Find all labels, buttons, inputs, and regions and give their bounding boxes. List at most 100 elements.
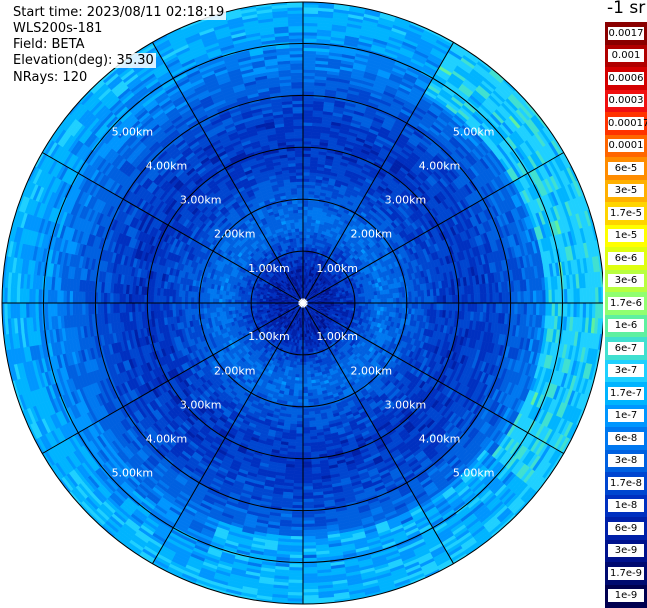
beta-cell <box>446 295 449 303</box>
beta-cell <box>303 154 311 157</box>
beta-cell <box>303 110 313 113</box>
beta-cell <box>518 292 521 303</box>
beta-cell <box>375 299 378 303</box>
beta-cell <box>574 303 577 317</box>
beta-cell <box>505 292 508 303</box>
beta-cell <box>449 303 452 311</box>
beta-cell <box>430 296 433 303</box>
beta-cell <box>377 295 380 299</box>
beta-cell <box>303 210 308 213</box>
beta-cell <box>580 303 583 318</box>
beta-cell <box>303 23 318 26</box>
beta-cell <box>356 297 359 300</box>
beta-cell <box>483 303 486 313</box>
beta-cell <box>443 303 446 311</box>
beta-cell <box>387 303 390 308</box>
beta-cell <box>440 296 443 303</box>
beta-cell <box>303 76 315 79</box>
beta-cell <box>524 291 527 303</box>
beta-cell <box>303 191 309 194</box>
beta-cell <box>499 303 502 313</box>
beta-cell <box>303 157 311 160</box>
beta-cell <box>340 299 343 301</box>
beta-cell <box>396 303 399 308</box>
beta-cell <box>303 182 309 185</box>
beta-cell <box>303 188 309 191</box>
beta-cell <box>371 303 374 307</box>
beta-cell <box>443 296 446 304</box>
beta-cell <box>374 307 377 311</box>
beta-cell <box>552 290 555 303</box>
beta-cell <box>536 291 539 303</box>
beta-cell <box>396 298 399 303</box>
beta-cell <box>303 60 316 63</box>
beta-cell <box>365 303 368 306</box>
beta-cell <box>570 289 573 303</box>
beta-cell <box>490 293 493 303</box>
beta-cell <box>303 88 314 91</box>
beta-cell <box>303 231 307 234</box>
beta-cell <box>452 303 455 311</box>
beta-cell <box>462 295 465 303</box>
beta-cell <box>307 228 311 231</box>
beta-cell <box>427 303 430 310</box>
beta-cell <box>539 303 542 316</box>
beta-cell <box>380 307 383 311</box>
beta-cell <box>542 290 545 303</box>
beta-cell <box>471 303 474 312</box>
beta-cell <box>514 303 517 314</box>
beta-cell <box>415 303 418 309</box>
beta-cell <box>303 73 315 76</box>
beta-cell <box>536 303 539 315</box>
beta-cell <box>371 296 374 300</box>
beta-cell <box>474 294 477 303</box>
beta-cell <box>303 194 309 197</box>
beta-cell <box>421 303 424 309</box>
beta-cell <box>355 294 358 297</box>
beta-cell <box>303 200 308 203</box>
beta-cell <box>384 303 387 307</box>
beta-cell <box>502 292 505 303</box>
beta-cell <box>471 294 474 303</box>
beta-cell <box>409 303 412 309</box>
beta-cell <box>409 297 412 303</box>
beta-cell <box>546 290 549 303</box>
beta-cell <box>524 303 527 315</box>
beta-cell <box>303 35 317 38</box>
beta-cell <box>533 291 536 303</box>
beta-cell <box>390 294 393 299</box>
beta-cell <box>430 303 433 310</box>
beta-cell <box>307 231 311 234</box>
beta-cell <box>346 298 349 301</box>
beta-cell <box>303 175 310 178</box>
beta-cell <box>303 66 315 69</box>
beta-cell <box>303 213 308 216</box>
beta-cell <box>527 303 530 315</box>
beta-cell <box>303 135 312 138</box>
beta-cell <box>303 69 315 72</box>
beta-cell <box>371 307 374 311</box>
beta-cell <box>577 303 580 318</box>
beta-cell <box>381 303 384 307</box>
beta-cell <box>427 296 430 303</box>
beta-cell <box>496 303 499 313</box>
beta-cell <box>452 295 455 303</box>
beta-cell <box>387 298 390 303</box>
beta-cell <box>493 303 496 313</box>
beta-cell <box>303 178 310 181</box>
beta-cell <box>303 101 314 104</box>
beta-cell <box>362 296 365 299</box>
beta-cell <box>303 45 317 48</box>
beta-cell <box>530 291 533 303</box>
beta-cell <box>303 160 311 163</box>
beta-cell <box>468 303 471 312</box>
beta-cell <box>384 307 387 312</box>
beta-cell <box>577 289 580 304</box>
beta-cell <box>307 219 312 222</box>
beta-cell <box>306 238 310 241</box>
beta-cell <box>403 298 406 303</box>
beta-cell <box>390 298 393 303</box>
beta-cell <box>303 97 314 100</box>
beta-cell <box>440 303 443 310</box>
